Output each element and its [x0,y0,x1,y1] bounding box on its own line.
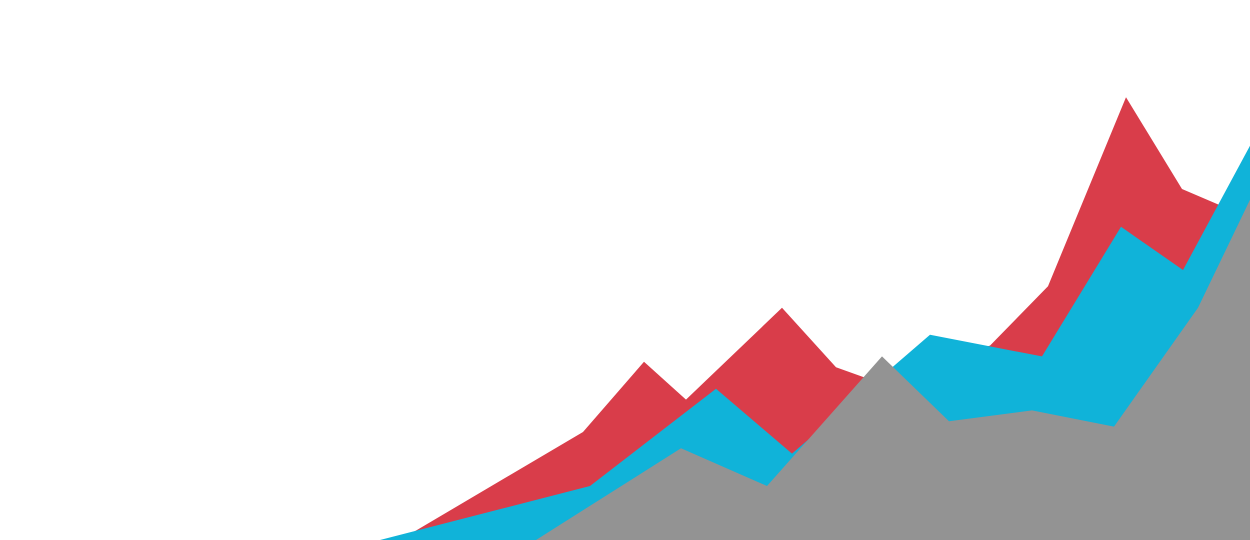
area-series-3 [0,199,1250,540]
